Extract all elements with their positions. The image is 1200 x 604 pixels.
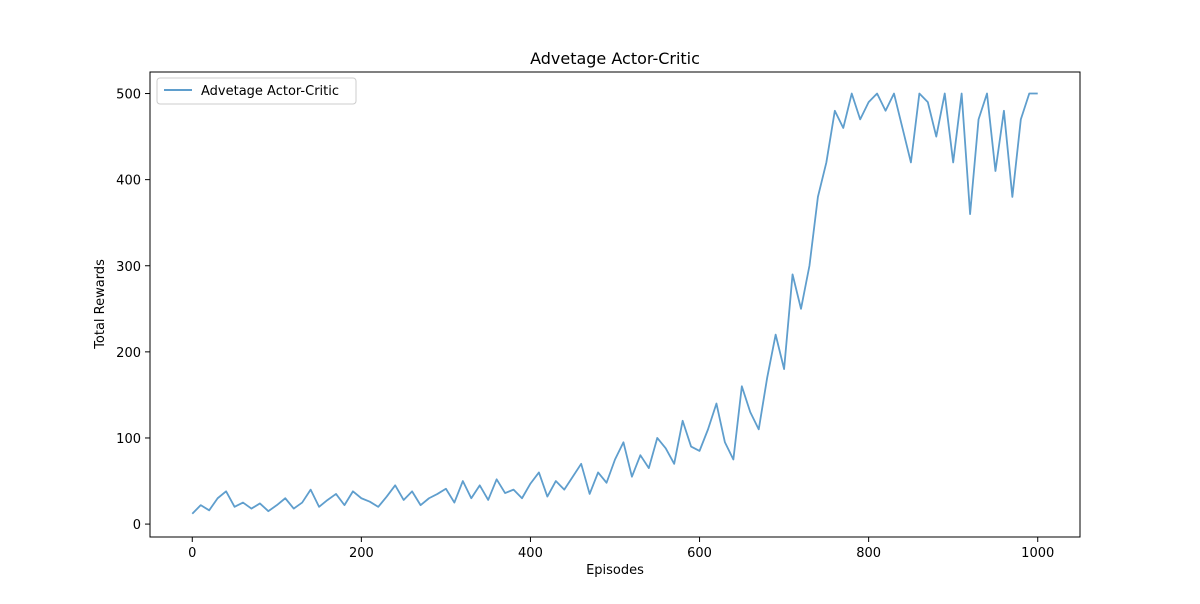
legend-label: Advetage Actor-Critic bbox=[201, 84, 339, 99]
series-line-0 bbox=[191, 92, 1038, 515]
y-tick-label: 500 bbox=[116, 88, 141, 103]
x-tick-label: 0 bbox=[188, 546, 196, 561]
legend-box bbox=[156, 77, 357, 105]
y-tick-label: 300 bbox=[116, 260, 141, 275]
legend: Advetage Actor-Critic bbox=[156, 77, 357, 105]
x-axis-label: Episodes bbox=[586, 563, 644, 578]
x-tick-label: 600 bbox=[687, 546, 712, 561]
chart-title: Advetage Actor-Critic bbox=[530, 49, 700, 68]
axes: 0 200 400 600 800 1000 0 100 200 300 400 500 bbox=[116, 88, 1054, 561]
y-axis-label: Total Rewards bbox=[93, 259, 108, 350]
plot-frame bbox=[149, 71, 1081, 538]
x-tick-label: 1000 bbox=[1021, 546, 1054, 561]
y-tick-label: 200 bbox=[116, 346, 141, 361]
y-tick-label: 400 bbox=[116, 174, 141, 189]
x-tick-label: 400 bbox=[518, 546, 543, 561]
plot-area bbox=[191, 92, 1038, 515]
x-tick-label: 800 bbox=[856, 546, 881, 561]
x-tick-label: 200 bbox=[349, 546, 374, 561]
y-tick-label: 0 bbox=[133, 518, 141, 533]
y-tick-label: 100 bbox=[116, 432, 141, 447]
